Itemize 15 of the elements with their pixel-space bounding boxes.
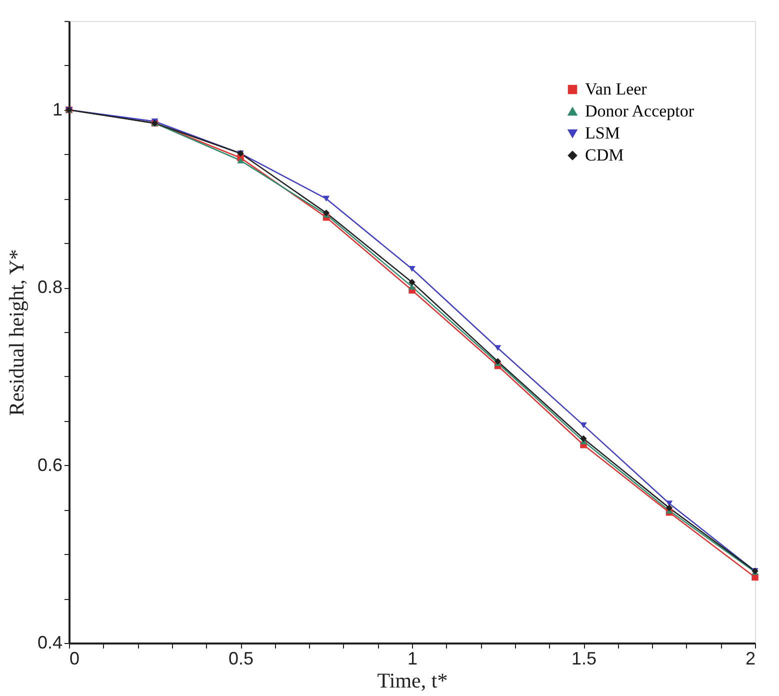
legend-label: Donor Acceptor	[585, 102, 694, 120]
y-tick-label: 1	[52, 99, 62, 120]
legend-label: CDM	[585, 146, 624, 164]
x-tick-label: 2	[745, 648, 756, 668]
y-tick-label: 0.4	[37, 632, 62, 652]
y-axis-title: Residual height, Y*	[4, 249, 28, 416]
y-tick-label: 0.6	[37, 454, 62, 475]
x-tick-label: 0.5	[228, 648, 254, 668]
x-tick-label: 1.5	[571, 648, 597, 668]
legend-label: Van Leer	[585, 80, 648, 98]
legend-label: LSM	[585, 124, 620, 142]
x-tick-label: 0	[70, 648, 80, 668]
x-tick-label: 1	[407, 648, 418, 668]
x-axis-title: Time, t*	[377, 668, 448, 692]
y-tick-label: 0.8	[37, 277, 62, 298]
